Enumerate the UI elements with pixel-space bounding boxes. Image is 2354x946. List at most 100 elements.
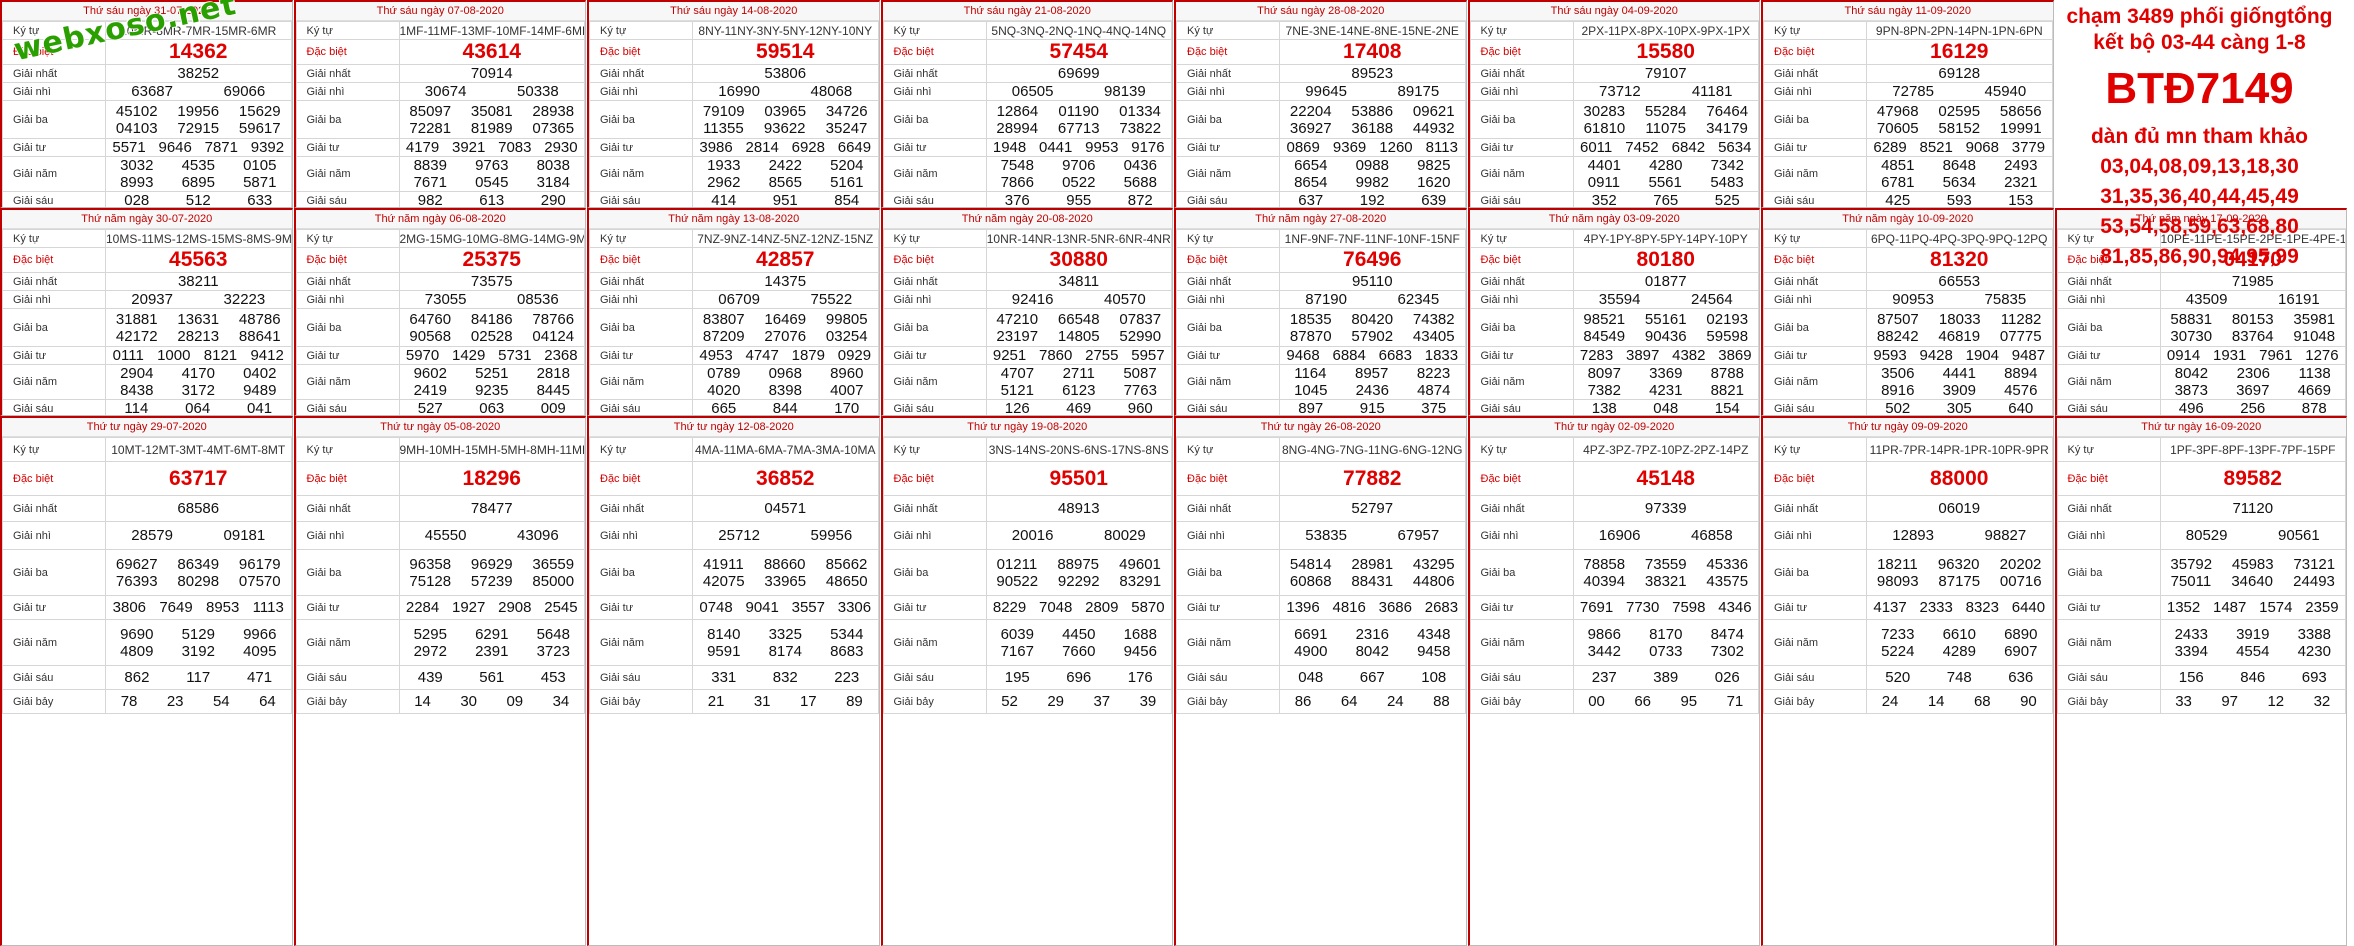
fifth-prize-number: 0436 — [1123, 157, 1157, 174]
sixth-prize-number: 048 — [1653, 400, 1679, 416]
label-giai-nam: Giải năm — [1176, 156, 1280, 192]
special-prize: 80180 — [1636, 248, 1695, 271]
label-giai-nhat: Giải nhất — [589, 64, 693, 83]
sixth-prize-number: 126 — [1004, 400, 1030, 416]
fifth-prize-number: 3032 — [120, 157, 154, 174]
label-giai-sau: Giải sáu — [1763, 399, 1867, 415]
fourth-prize-number: 3869 — [1718, 347, 1752, 364]
fifth-prize-number: 2436 — [1355, 382, 1389, 399]
result-card: Thứ sáu ngày 28-08-2020 Ký tự 7NE-3NE-14NE… — [1174, 0, 1467, 208]
label-giai-tu: Giải tư — [1176, 138, 1280, 157]
third-prize-number: 07365 — [532, 119, 575, 137]
fourth-prize-number: 2284 — [405, 599, 440, 616]
label-dac-biet: Đặc biệt — [1176, 461, 1280, 496]
sixth-prize-number: 176 — [1127, 669, 1153, 686]
sixth-prize-number: 951 — [772, 192, 798, 208]
second-prize-number: 30674 — [424, 83, 467, 100]
second-prize-number: 75522 — [810, 291, 853, 308]
seventh-prize-number: 31 — [753, 693, 771, 710]
fifth-prize-number: 9690 — [120, 625, 154, 643]
label-giai-ba: Giải ba — [1176, 100, 1280, 139]
first-prize: 73575 — [470, 273, 513, 290]
ky-tu-codes: 10NR-14NR-13NR-5NR-6NR-4NR — [986, 231, 1171, 246]
fourth-prize-number: 3897 — [1626, 347, 1660, 364]
first-prize: 70914 — [470, 65, 513, 82]
fifth-prize-number: 5483 — [1710, 174, 1744, 191]
label-giai-tu: Giải tư — [1176, 595, 1280, 620]
fourth-prize-number: 9412 — [250, 347, 284, 364]
label-giai-nhi: Giải nhì — [1469, 521, 1574, 550]
sixth-prize-number: 195 — [1004, 669, 1030, 686]
fourth-prize-number: 9593 — [1873, 347, 1907, 364]
fourth-prize-number: 3686 — [1378, 599, 1412, 616]
fifth-prize-number: 0789 — [707, 365, 741, 382]
draw-date: Thứ năm ngày 27-08-2020 — [1176, 210, 1466, 229]
seventh-prize-number: 64 — [1340, 693, 1358, 710]
seventh-prize-number: 14 — [1927, 693, 1945, 710]
label-giai-sau: Giải sáu — [1469, 191, 1574, 207]
fifth-prize-number: 9982 — [1355, 174, 1389, 191]
fifth-prize-number: 9456 — [1123, 642, 1157, 660]
fifth-prize-number: 0988 — [1355, 157, 1389, 174]
second-prize-number: 80529 — [2185, 527, 2228, 544]
fourth-prize-number: 2908 — [498, 599, 532, 616]
first-prize: 78477 — [470, 500, 513, 517]
draw-date: Thứ tư ngày 05-08-2020 — [295, 418, 585, 437]
ky-tu-codes: 3NS-14NS-20NS-6NS-17NS-8NS — [988, 442, 1169, 457]
fifth-prize-number: 3394 — [2174, 642, 2208, 660]
ky-tu-codes: 4PZ-3PZ-7PZ-10PZ-2PZ-14PZ — [1583, 442, 1749, 457]
sixth-prize-number: 305 — [1946, 400, 1972, 416]
prize-table: Ký tự 4PZ-3PZ-7PZ-10PZ-2PZ-14PZ Đặc biệt 45… — [1469, 437, 1760, 714]
label-giai-nhi: Giải nhì — [295, 290, 400, 309]
prize-table: Ký tự 10MT-12MT-3MT-4MT-6MT-8MT Đặc biệt 63… — [2, 437, 292, 714]
sixth-prize-number: 665 — [711, 400, 737, 416]
third-prize-number: 24493 — [2293, 572, 2335, 590]
label-giai-tu: Giải tư — [1469, 595, 1574, 620]
prize-table: Ký tự 7NZ-9NZ-14NZ-5NZ-12NZ-15NZ Đặc biệt 4… — [589, 229, 879, 416]
fifth-prize-number: 3506 — [1881, 365, 1915, 382]
fifth-prize-number: 4231 — [1649, 382, 1683, 399]
first-prize: 68586 — [177, 500, 220, 517]
third-prize-number: 85000 — [532, 572, 575, 590]
fifth-prize-number: 2818 — [536, 365, 570, 382]
seventh-prize-number: 68 — [1973, 693, 1991, 710]
fifth-prize-number: 2904 — [120, 365, 154, 382]
sixth-prize-number: 765 — [1653, 192, 1679, 208]
label-giai-nam: Giải năm — [882, 619, 987, 666]
third-prize-number: 61810 — [1583, 119, 1626, 137]
fifth-prize-number: 1045 — [1294, 382, 1328, 399]
fourth-prize-number: 7048 — [1039, 599, 1073, 616]
fifth-prize-number: 8097 — [1587, 365, 1621, 382]
label-giai-nhi: Giải nhì — [589, 82, 693, 101]
label-giai-tu: Giải tư — [1176, 346, 1280, 365]
third-prize-number: 88975 — [1057, 555, 1100, 573]
prize-table: Ký tự 10NR-14NR-13NR-5NR-6NR-4NR Đặc biệt 3… — [882, 229, 1173, 416]
label-giai-nam: Giải năm — [1763, 156, 1867, 192]
fifth-prize-number: 8445 — [536, 382, 570, 399]
result-card: Thứ tư ngày 19-08-2020 Ký tự 3NS-14NS-20NS… — [880, 416, 1173, 946]
fifth-prize-number: 8438 — [120, 382, 154, 399]
sixth-prize-number: 844 — [772, 400, 798, 416]
third-prize-number: 36559 — [532, 555, 575, 573]
ky-tu-codes: 2MG-15MG-10MG-8MG-14MG-9MG — [399, 231, 585, 246]
fifth-prize-number: 6291 — [475, 625, 509, 643]
sixth-prize-number: 897 — [1298, 400, 1324, 416]
fourth-prize-number: 8521 — [1919, 139, 1953, 156]
fifth-prize-number: 3172 — [181, 382, 215, 399]
info-title: BTĐ7149 — [2105, 64, 2294, 113]
third-prize-number: 34640 — [2231, 572, 2274, 590]
draw-date: Thứ tư ngày 16-09-2020 — [2056, 418, 2346, 437]
second-prize-number: 45550 — [424, 527, 467, 544]
fifth-prize-number: 2316 — [1355, 625, 1389, 643]
third-prize-number: 18535 — [1289, 310, 1332, 328]
seventh-prize-number: 32 — [2313, 693, 2331, 710]
draw-date: Thứ năm ngày 30-07-2020 — [2, 210, 292, 229]
third-prize-number: 87175 — [1938, 572, 1981, 590]
seventh-prize-number: 24 — [1386, 693, 1404, 710]
fourth-prize-number: 6683 — [1378, 347, 1412, 364]
prize-table: Ký tự 7NE-3NE-14NE-8NE-15NE-2NE Đặc biệt 17… — [1176, 21, 1466, 207]
result-card: Thứ tư ngày 16-09-2020 Ký tự 1PF-3PF-8PF-1… — [2054, 416, 2347, 946]
third-prize-number: 02595 — [1938, 102, 1981, 120]
label-giai-sau: Giải sáu — [1176, 191, 1280, 207]
label-giai-nhat: Giải nhất — [2, 495, 106, 522]
